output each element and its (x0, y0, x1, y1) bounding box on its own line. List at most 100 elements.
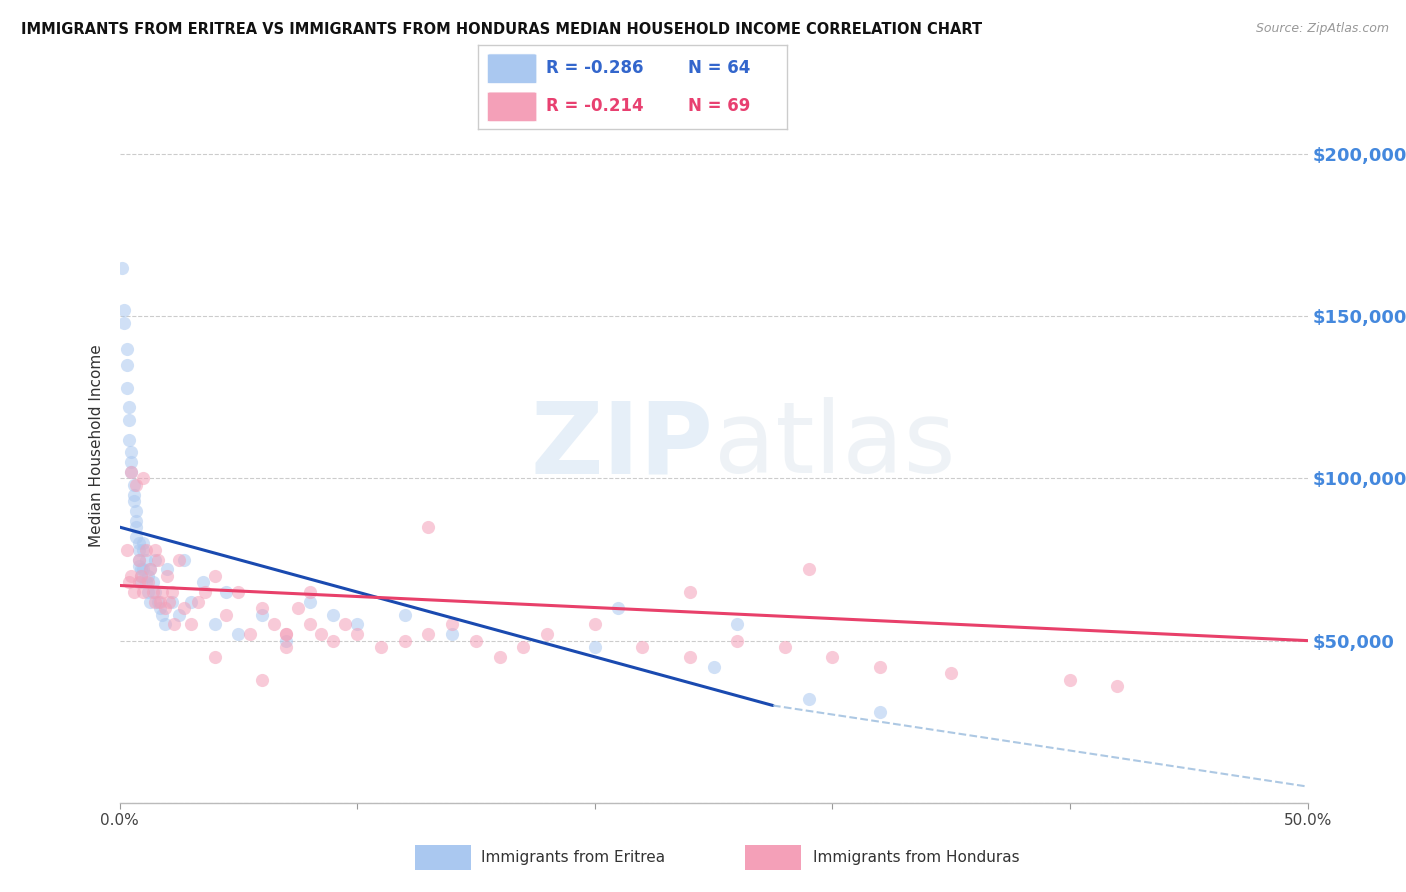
Point (143, 585, 166, 599)
Point (274, 627, 297, 641)
Text: ZIP: ZIP (530, 398, 713, 494)
Point (125, 520, 148, 534)
Point (797, 562, 820, 576)
Point (146, 595, 169, 609)
Text: IMMIGRANTS FROM ERITREA VS IMMIGRANTS FROM HONDURAS MEDIAN HOUSEHOLD INCOME CORR: IMMIGRANTS FROM ERITREA VS IMMIGRANTS FR… (21, 22, 983, 37)
Point (322, 633, 344, 648)
Point (869, 705, 891, 719)
Point (139, 562, 162, 576)
Point (125, 504, 148, 518)
Point (163, 617, 186, 632)
Text: atlas: atlas (713, 398, 955, 494)
Point (150, 607, 173, 622)
Point (128, 559, 150, 574)
Point (156, 568, 179, 582)
Point (512, 640, 534, 654)
Text: R = -0.286: R = -0.286 (546, 60, 644, 78)
Text: R = -0.214: R = -0.214 (546, 97, 644, 115)
Point (157, 595, 180, 609)
Point (118, 413, 141, 427)
Point (118, 575, 141, 590)
Y-axis label: Median Household Income: Median Household Income (89, 344, 104, 548)
Point (129, 562, 152, 576)
Point (125, 530, 148, 544)
Point (160, 585, 183, 599)
Point (139, 595, 162, 609)
Text: N = 69: N = 69 (689, 97, 751, 115)
Point (418, 520, 440, 534)
Point (128, 552, 150, 566)
Point (298, 585, 321, 599)
Point (346, 627, 368, 641)
Point (120, 455, 142, 469)
Point (679, 585, 702, 599)
Point (274, 640, 297, 654)
Point (125, 514, 148, 528)
Point (115, 342, 138, 356)
Point (111, 260, 134, 275)
Point (441, 627, 464, 641)
Point (136, 575, 159, 590)
Point (146, 552, 169, 566)
Point (1059, 673, 1081, 687)
Point (128, 575, 150, 590)
Point (441, 617, 464, 632)
Point (132, 562, 155, 576)
Point (122, 478, 145, 492)
Point (204, 617, 226, 632)
Point (153, 601, 176, 615)
Text: Immigrants from Eritrea: Immigrants from Eritrea (481, 850, 665, 864)
Point (143, 542, 166, 557)
Point (142, 575, 165, 590)
Point (136, 585, 159, 599)
Point (135, 575, 157, 590)
Point (132, 585, 155, 599)
Point (488, 649, 510, 664)
Point (156, 562, 179, 576)
Point (725, 633, 748, 648)
Point (869, 659, 891, 673)
Point (418, 627, 440, 641)
Point (112, 316, 135, 330)
Point (129, 568, 152, 582)
Point (311, 627, 333, 641)
Point (702, 659, 725, 673)
Point (149, 595, 172, 609)
Point (204, 649, 226, 664)
Point (129, 568, 152, 582)
Point (250, 673, 273, 687)
Point (132, 471, 155, 485)
Point (143, 552, 166, 566)
Point (394, 607, 416, 622)
Text: N = 64: N = 64 (689, 60, 751, 78)
Point (204, 568, 226, 582)
Point (298, 595, 321, 609)
Point (135, 542, 157, 557)
Point (335, 617, 357, 632)
Point (167, 552, 190, 566)
Point (180, 617, 202, 632)
Point (583, 640, 606, 654)
Point (346, 617, 368, 632)
Point (160, 595, 183, 609)
Point (797, 692, 820, 706)
Point (136, 568, 159, 582)
Point (725, 617, 748, 632)
Point (128, 536, 150, 550)
Point (322, 607, 344, 622)
Point (128, 542, 150, 557)
Point (180, 595, 202, 609)
Point (118, 433, 141, 447)
Point (128, 552, 150, 566)
Point (773, 640, 796, 654)
Point (173, 552, 195, 566)
Point (239, 627, 262, 641)
Point (250, 601, 273, 615)
Point (370, 640, 392, 654)
Point (607, 601, 630, 615)
Point (1107, 679, 1129, 693)
Point (228, 585, 250, 599)
Point (120, 568, 142, 582)
Point (142, 585, 165, 599)
Point (274, 627, 297, 641)
